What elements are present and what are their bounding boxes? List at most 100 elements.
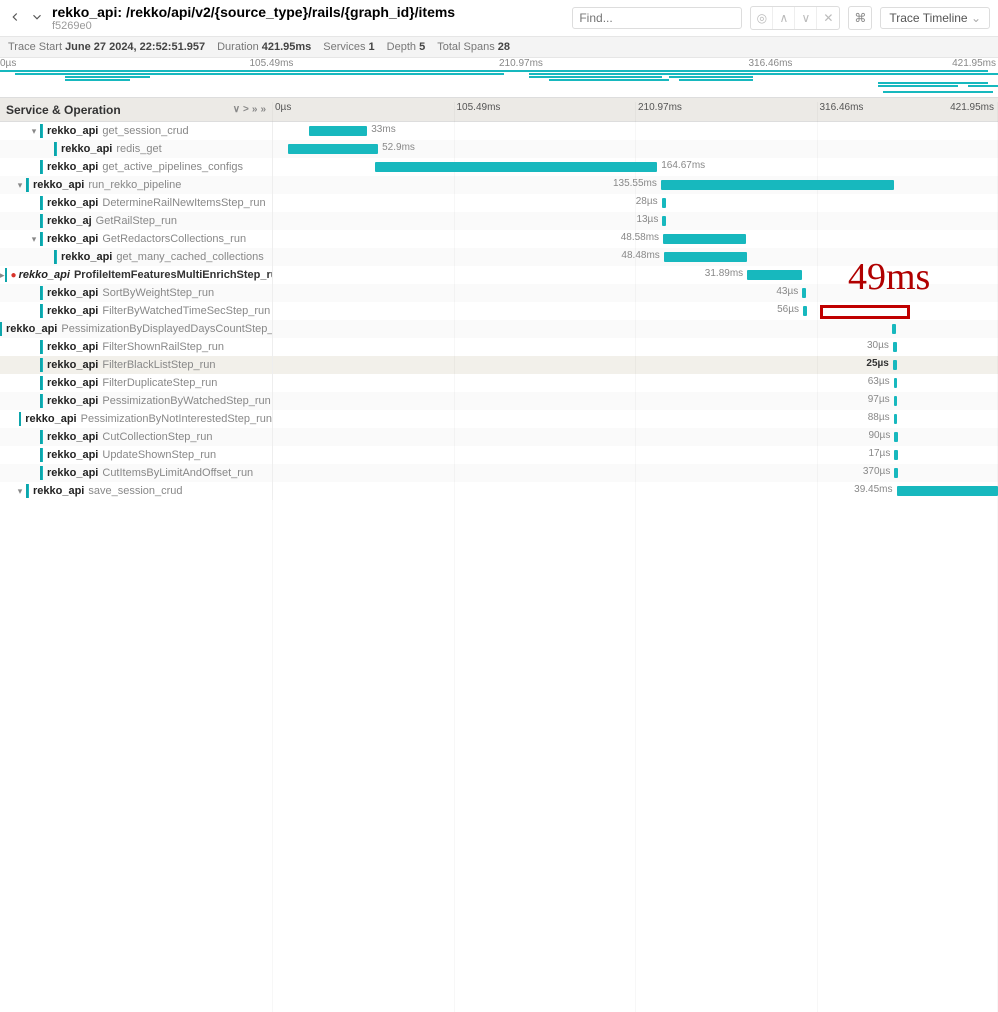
span-row[interactable]: ▾rekko_apiget_session_crud 33ms (0, 122, 998, 140)
span-label[interactable]: rekko_ajGetRailStep_run (0, 214, 272, 228)
next-result-icon[interactable]: ∨ (795, 7, 817, 29)
span-bar[interactable] (747, 270, 802, 280)
collapse-toggle[interactable] (30, 10, 44, 27)
span-label[interactable]: rekko_apiPessimizationByNotInterestedSte… (0, 412, 272, 426)
clear-search-icon[interactable]: ✕ (817, 7, 839, 29)
span-row[interactable]: rekko_apiPessimizationByDisplayedDaysCou… (0, 320, 998, 338)
span-bar[interactable] (802, 288, 806, 298)
service-name: rekko_api (47, 449, 98, 461)
toggle-icon[interactable]: ▾ (14, 180, 26, 191)
span-label[interactable]: rekko_apiPessimizationByWatchedStep_run (0, 394, 272, 408)
toggle-icon[interactable]: ▾ (28, 234, 40, 245)
span-label[interactable]: rekko_apiUpdateShownStep_run (0, 448, 272, 462)
prev-result-icon[interactable]: ∧ (773, 7, 795, 29)
span-bar[interactable] (893, 342, 897, 352)
span-duration: 17µs (868, 448, 890, 459)
span-row[interactable]: rekko_apiDetermineRailNewItemsStep_run28… (0, 194, 998, 212)
trace-timeline-dropdown[interactable]: Trace Timeline ⌄ (880, 7, 990, 29)
span-label[interactable]: rekko_apiCutCollectionStep_run (0, 430, 272, 444)
operation-name: DetermineRailNewItemsStep_run (102, 197, 265, 209)
span-label[interactable]: rekko_apiredis_get (0, 142, 272, 156)
span-bar-area: 135.55ms (272, 176, 998, 194)
collapse-one-icon[interactable]: ∨ (233, 104, 240, 115)
span-label[interactable]: ▾rekko_apiget_session_crud (0, 124, 272, 138)
meta-bar: Trace Start June 27 2024, 22:52:51.957 D… (0, 37, 998, 58)
span-label[interactable]: ▸●rekko_apiProfileItemFeaturesMultiEnric… (0, 268, 272, 282)
expand-all-icon[interactable]: » (252, 104, 258, 115)
span-bar[interactable] (894, 396, 898, 406)
target-icon[interactable]: ◎ (751, 7, 773, 29)
span-bar[interactable] (894, 378, 898, 388)
span-bar-area: 370µs (272, 464, 998, 482)
minimap-span-bar (0, 70, 988, 72)
toggle-icon[interactable]: ▾ (28, 126, 40, 137)
span-bar[interactable] (897, 486, 998, 496)
span-row[interactable]: rekko_apiCutCollectionStep_run90µs (0, 428, 998, 446)
span-bar[interactable] (664, 252, 747, 262)
span-bar[interactable] (661, 180, 894, 190)
span-row[interactable]: rekko_apiUpdateShownStep_run 17µs (0, 446, 998, 464)
span-label[interactable]: rekko_apiSortByWeightStep_run (0, 286, 272, 300)
span-label[interactable]: ▾rekko_apirun_rekko_pipeline (0, 178, 272, 192)
minimap-tick: 105.49ms (250, 58, 294, 69)
span-bar-area: 63µs (272, 374, 998, 392)
service-name: rekko_api (47, 161, 98, 173)
search-input[interactable] (572, 7, 742, 29)
span-duration: 48.58ms (621, 232, 659, 243)
span-label[interactable]: rekko_apiget_many_cached_collections (0, 250, 272, 264)
span-label[interactable]: ▾rekko_apisave_session_crud (0, 484, 272, 498)
span-bar[interactable] (288, 144, 379, 154)
back-button[interactable] (8, 10, 22, 27)
collapse-all-icon[interactable]: » (260, 104, 266, 115)
span-row[interactable]: rekko_apiget_many_cached_collections48.4… (0, 248, 998, 266)
minimap[interactable]: 0µs105.49ms210.97ms316.46ms421.95ms (0, 58, 998, 98)
span-row[interactable]: rekko_apiFilterShownRailStep_run30µs (0, 338, 998, 356)
service-color-tick (40, 286, 43, 300)
toggle-icon[interactable]: ▾ (14, 486, 26, 497)
span-bar[interactable] (662, 198, 666, 208)
span-row[interactable]: rekko_ajGetRailStep_run13µs (0, 212, 998, 230)
span-row[interactable]: rekko_apiPessimizationByNotInterestedSte… (0, 410, 998, 428)
span-label[interactable]: rekko_apiFilterByWatchedTimeSecStep_run (0, 304, 272, 318)
minimap-span-bar (65, 79, 130, 81)
span-bar[interactable] (892, 324, 896, 334)
span-label[interactable]: rekko_apiFilterBlackListStep_run (0, 358, 272, 372)
span-label[interactable]: ▾rekko_apiGetRedactorsCollections_run (0, 232, 272, 246)
span-bar[interactable] (894, 450, 898, 460)
span-row[interactable]: ▾rekko_apirun_rekko_pipeline135.55ms (0, 176, 998, 194)
minimap-tick: 210.97ms (499, 58, 543, 69)
span-row[interactable]: rekko_apiredis_get52.9ms (0, 140, 998, 158)
span-label[interactable]: rekko_apiDetermineRailNewItemsStep_run (0, 196, 272, 210)
span-bar[interactable] (803, 306, 807, 316)
span-row[interactable]: rekko_apiFilterByWatchedTimeSecStep_run5… (0, 302, 998, 320)
span-row[interactable]: rekko_apiPessimizationByWatchedStep_run9… (0, 392, 998, 410)
span-label[interactable]: rekko_apiPessimizationByDisplayedDaysCou… (0, 322, 272, 336)
span-duration: 33ms (371, 124, 395, 135)
keyboard-shortcuts-button[interactable]: ⌘ (848, 6, 872, 30)
span-row[interactable]: rekko_apiget_active_pipelines_configs164… (0, 158, 998, 176)
span-row[interactable]: ▾rekko_apisave_session_crud39.45ms (0, 482, 998, 500)
service-color-tick (40, 358, 43, 372)
span-bar[interactable] (309, 126, 367, 136)
span-bar[interactable] (893, 360, 897, 370)
service-color-tick (40, 196, 43, 210)
span-bar[interactable] (375, 162, 658, 172)
span-row[interactable]: rekko_apiFilterDuplicateStep_run63µs (0, 374, 998, 392)
span-row[interactable]: ▸●rekko_apiProfileItemFeaturesMultiEnric… (0, 266, 998, 284)
span-label[interactable]: rekko_apiFilterShownRailStep_run (0, 340, 272, 354)
span-row[interactable]: rekko_apiCutItemsByLimitAndOffset_run370… (0, 464, 998, 482)
service-color-tick (19, 412, 21, 426)
expand-one-icon[interactable]: > (243, 104, 249, 115)
span-bar[interactable] (894, 432, 898, 442)
span-bar[interactable] (894, 468, 898, 478)
span-bar[interactable] (663, 234, 746, 244)
minimap-tick: 421.95ms (952, 58, 996, 69)
span-row[interactable]: rekko_apiFilterBlackListStep_run25µs (0, 356, 998, 374)
span-row[interactable]: rekko_apiSortByWeightStep_run43µs (0, 284, 998, 302)
span-row[interactable]: ▾rekko_apiGetRedactorsCollections_run 48.… (0, 230, 998, 248)
span-bar[interactable] (662, 216, 666, 226)
span-label[interactable]: rekko_apiCutItemsByLimitAndOffset_run (0, 466, 272, 480)
span-bar[interactable] (894, 414, 898, 424)
span-label[interactable]: rekko_apiget_active_pipelines_configs (0, 160, 272, 174)
span-label[interactable]: rekko_apiFilterDuplicateStep_run (0, 376, 272, 390)
